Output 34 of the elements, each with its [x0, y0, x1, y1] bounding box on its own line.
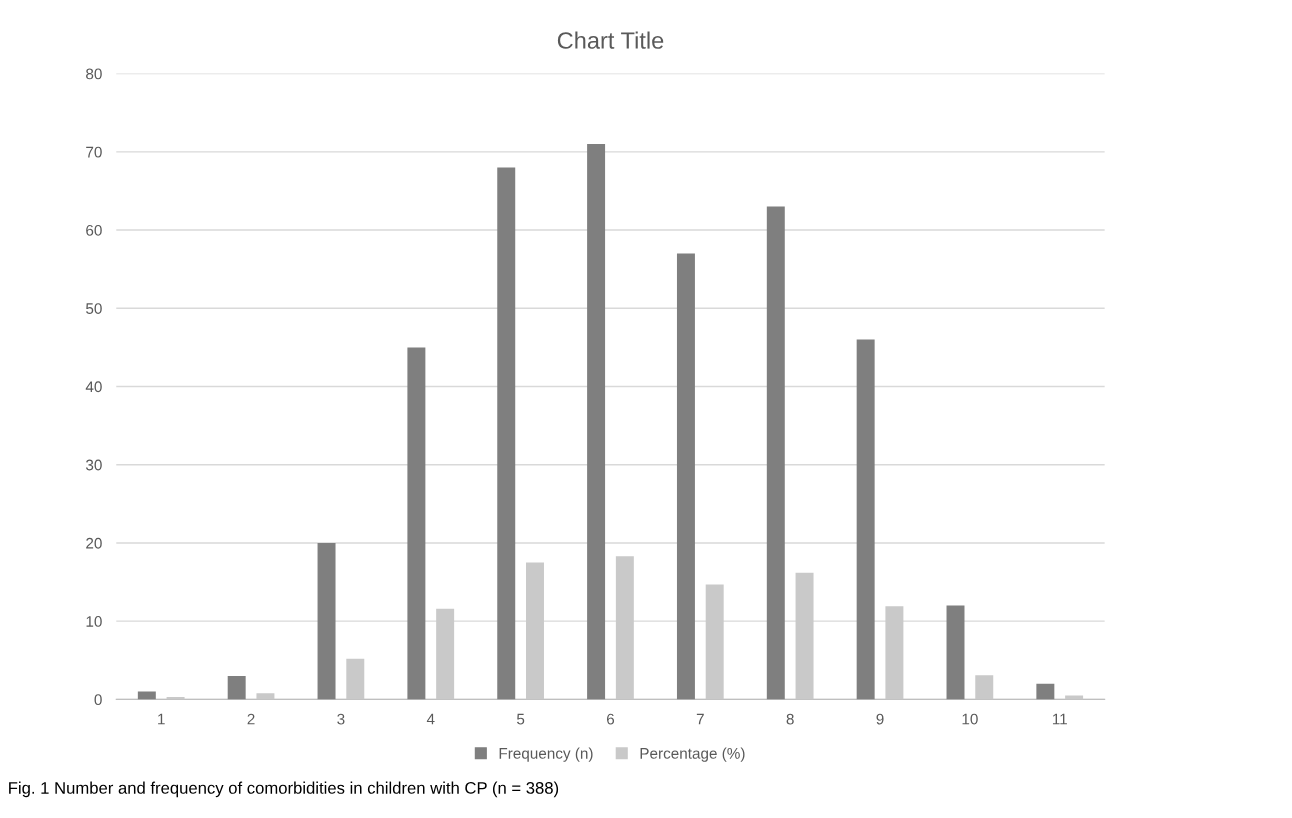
y-tick-label: 30 [85, 459, 102, 471]
bar [766, 206, 785, 700]
y-tick-label: 60 [86, 224, 102, 236]
x-tick-label: 5 [516, 713, 525, 725]
x-tick-label: 8 [786, 713, 794, 725]
bar [497, 167, 516, 700]
caption: Fig. 1 Number and frequency of comorbidities in children with CP (n = 388) [9, 781, 559, 798]
legend-label: Frequency (n) [499, 747, 593, 762]
bar [676, 253, 695, 700]
x-tick-label: 10 [962, 713, 978, 725]
bar [227, 675, 246, 700]
bar [317, 542, 336, 700]
y-tick-label: 10 [86, 616, 102, 627]
y-tick-label: 20 [86, 537, 102, 549]
x-tick-label: 4 [426, 713, 435, 725]
y-tick-label: 80 [86, 68, 102, 80]
y-tick-label: 70 [86, 146, 102, 158]
x-tick-label: 1 [158, 713, 165, 725]
chart-title: Chart Title [557, 31, 664, 49]
x-tick-label: 2 [247, 713, 255, 725]
bar [856, 339, 875, 700]
bar [407, 347, 426, 700]
x-tick-label: 3 [337, 713, 345, 725]
y-tick-label: 0 [94, 694, 102, 706]
x-tick-label: 6 [607, 713, 615, 725]
bar [1036, 683, 1055, 700]
bar [946, 605, 965, 700]
legend-label: Percentage (%) [640, 747, 745, 762]
y-tick-label: 40 [85, 381, 102, 393]
x-tick-label: 11 [1052, 713, 1067, 725]
x-tick-label: 7 [696, 713, 704, 725]
y-tick-label: 50 [86, 303, 102, 314]
bar [587, 144, 606, 700]
x-tick-label: 9 [876, 713, 884, 725]
